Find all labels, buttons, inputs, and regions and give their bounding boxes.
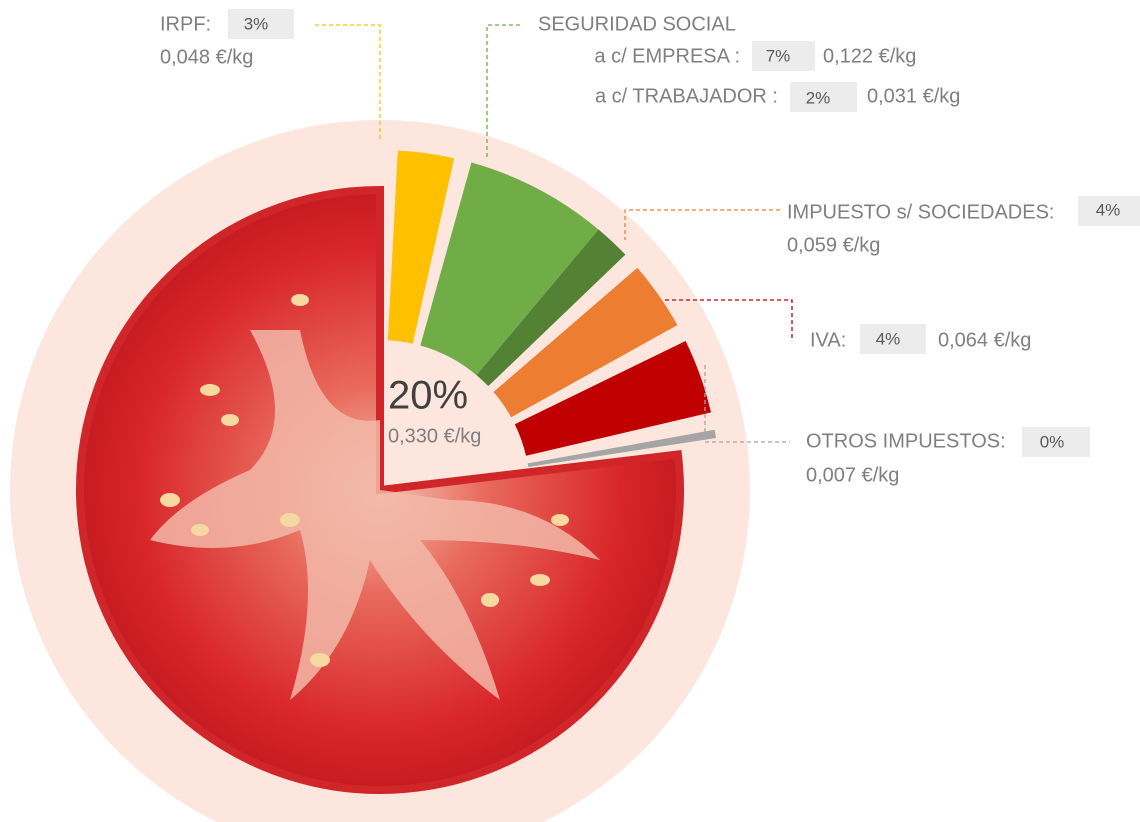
irpf-amount: 0,048 €/kg xyxy=(160,46,253,68)
ss-title: SEGURIDAD SOCIAL xyxy=(538,13,736,35)
infographic: 20% 0,330 €/kg IRPF: 3% 0,048 €/kg SEGUR… xyxy=(0,0,1140,822)
iva-label: IVA: xyxy=(810,329,846,351)
sociedades-amount: 0,059 €/kg xyxy=(787,234,880,256)
ss-empresa-label: a c/ EMPRESA : xyxy=(594,45,740,67)
sociedades-label: IMPUESTO s/ SOCIEDADES: xyxy=(787,201,1054,223)
total-percent: 20% xyxy=(388,374,468,418)
ss-trabajador-amount: 0,031 €/kg xyxy=(867,85,960,107)
ss-empresa-amount: 0,122 €/kg xyxy=(823,45,916,67)
otros-amount: 0,007 €/kg xyxy=(806,464,899,486)
sociedades-percent: 4% xyxy=(1096,200,1121,219)
ss-empresa-percent: 7% xyxy=(766,46,791,65)
ss-trabajador-label: a c/ TRABAJADOR : xyxy=(595,85,778,107)
iva-percent: 4% xyxy=(876,329,901,348)
irpf-percent: 3% xyxy=(244,14,269,33)
otros-percent: 0% xyxy=(1040,432,1065,451)
ss-trabajador-percent: 2% xyxy=(806,88,831,107)
irpf-label: IRPF: xyxy=(160,13,211,35)
total-amount: 0,330 €/kg xyxy=(388,425,481,447)
otros-label: OTROS IMPUESTOS: xyxy=(806,430,1006,452)
iva-amount: 0,064 €/kg xyxy=(938,329,1031,351)
